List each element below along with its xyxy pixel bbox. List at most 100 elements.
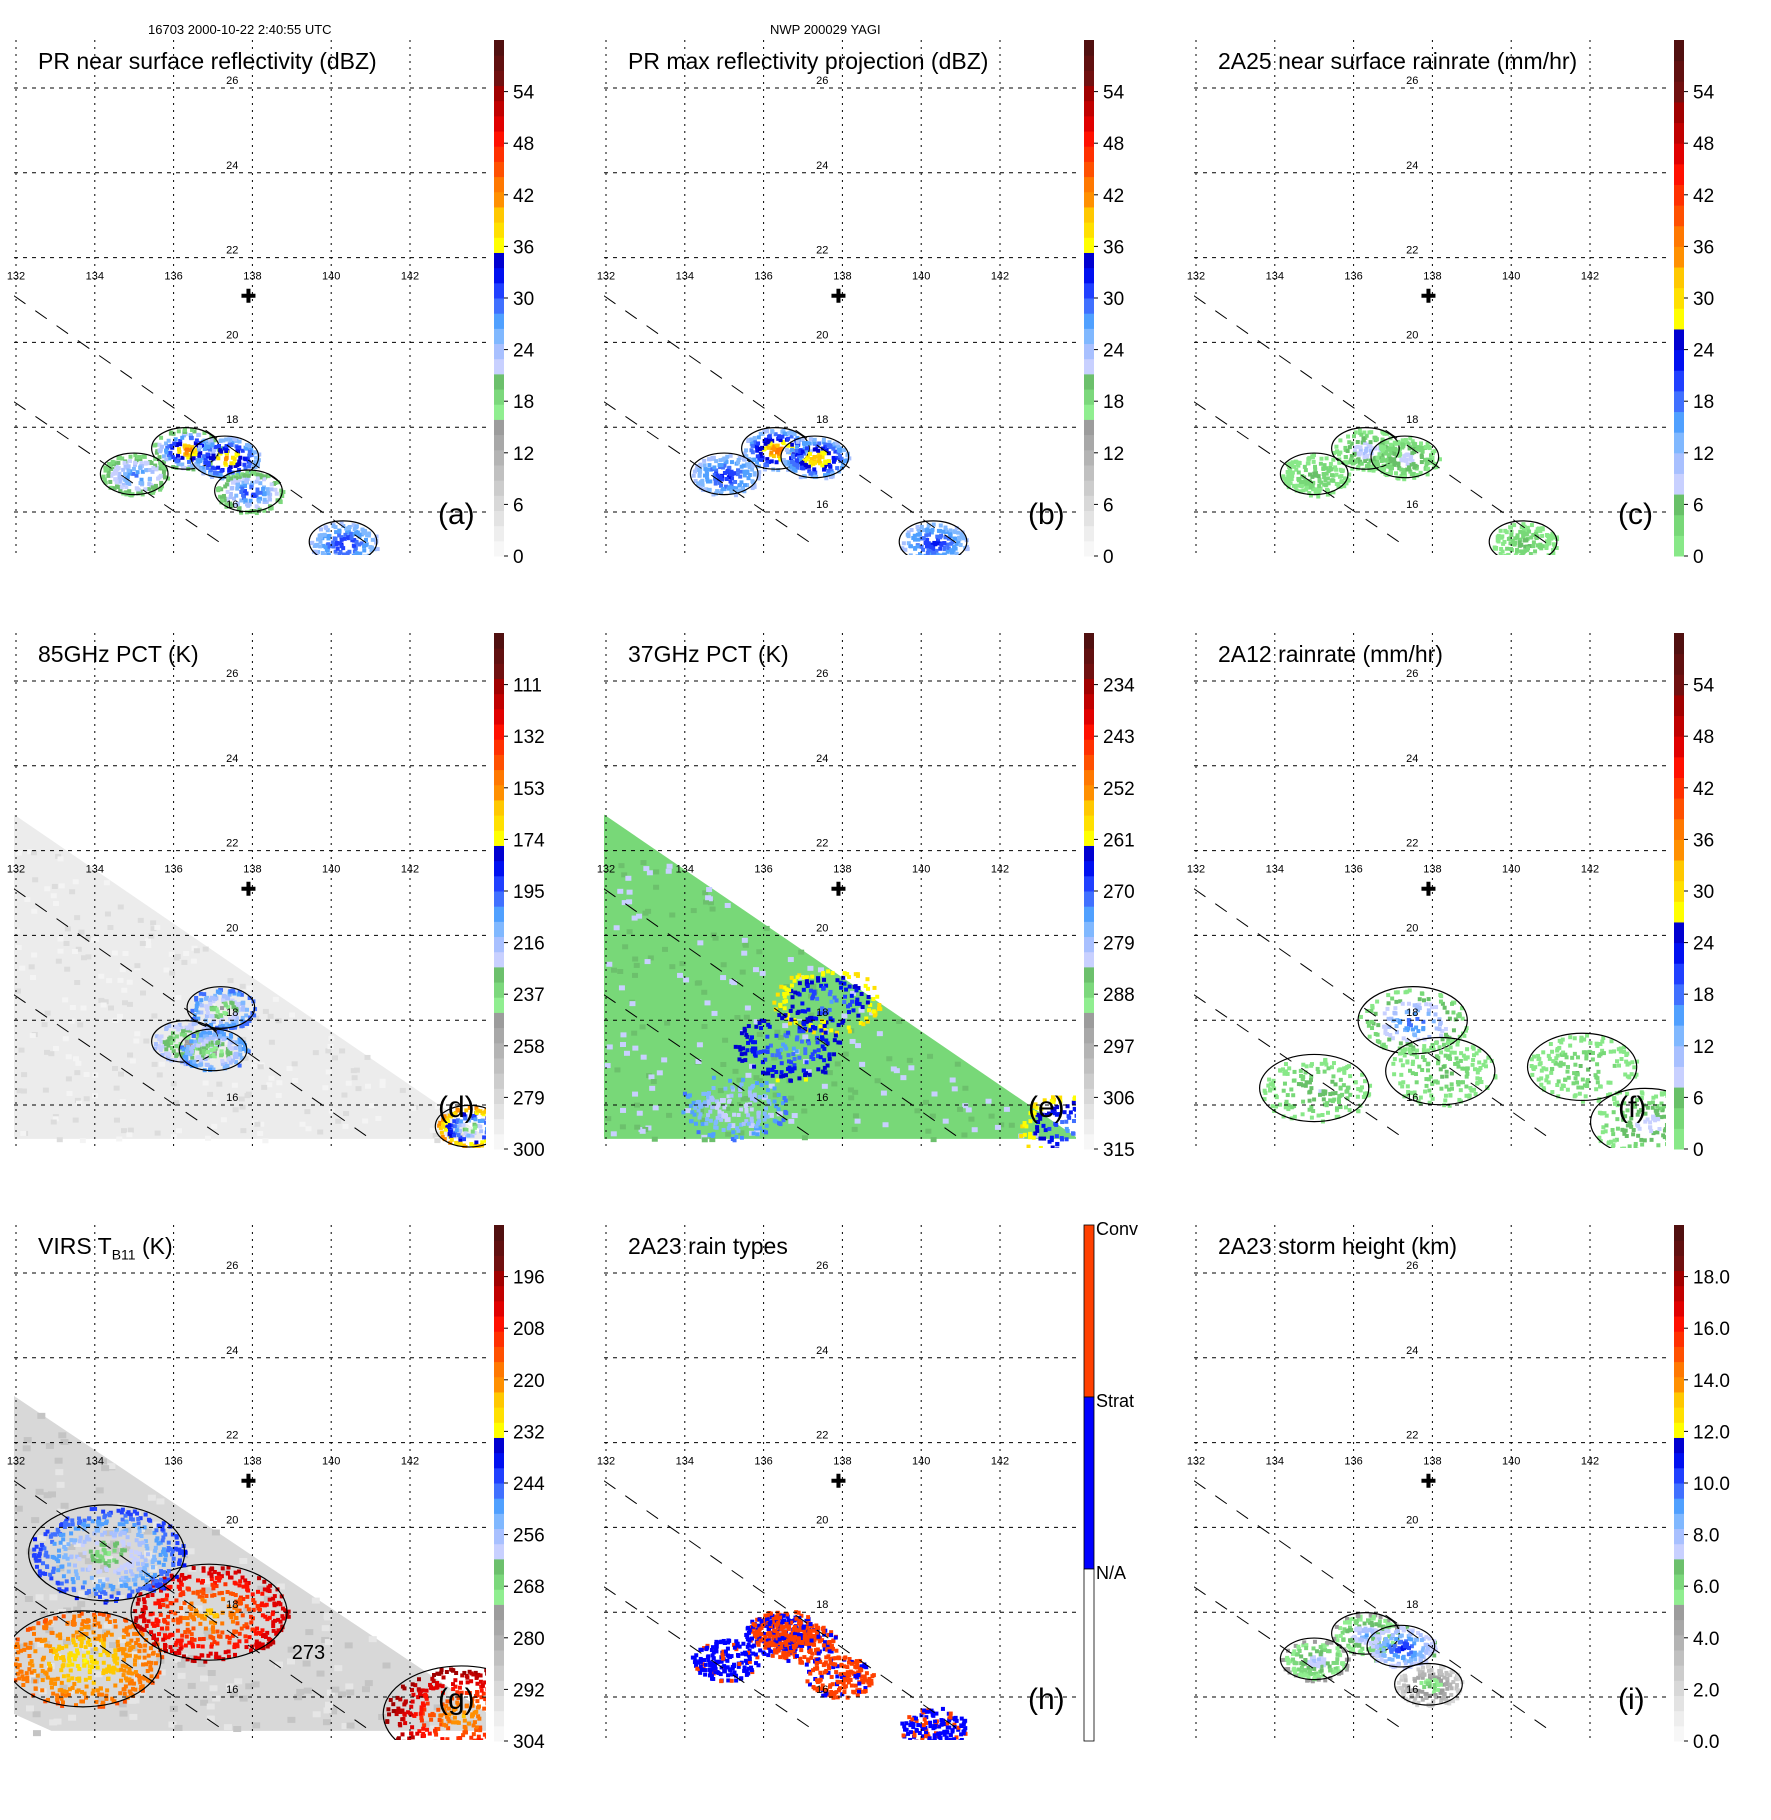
data-pixel [751, 1046, 755, 1050]
data-pixel [912, 556, 916, 560]
data-pixel [939, 523, 943, 527]
data-pixel [957, 537, 961, 541]
data-pixel [751, 450, 755, 454]
data-pixel [820, 1035, 824, 1039]
data-pixel [818, 1024, 822, 1028]
data-pixel [348, 525, 352, 529]
data-pixel [487, 1127, 491, 1131]
data-pixel [928, 556, 932, 560]
data-pixel [224, 457, 228, 461]
data-pixel [1443, 1098, 1447, 1102]
data-pixel [1404, 453, 1408, 457]
data-pixel [1334, 1091, 1338, 1095]
data-pixel [780, 1016, 784, 1020]
data-pixel [183, 428, 187, 432]
data-pixel [1047, 1127, 1051, 1131]
data-pixel [737, 484, 741, 488]
data-pixel [190, 1027, 194, 1031]
swath-pixel [900, 1075, 906, 1080]
data-pixel [455, 1128, 459, 1132]
data-pixel [241, 1008, 245, 1012]
panel-title-text: 85GHz PCT (K) [38, 641, 199, 667]
colorbar-tick-label: 270 [1103, 882, 1135, 903]
data-pixel [1452, 1028, 1456, 1032]
data-pixel [1070, 1157, 1074, 1161]
swath-pixel [859, 1062, 865, 1067]
data-pixel [827, 443, 831, 447]
data-pixel [1407, 1002, 1411, 1006]
swath-pixel [607, 1044, 613, 1049]
swath-pixel [175, 995, 181, 1000]
colorbar-segment [1084, 921, 1094, 937]
data-pixel [1410, 451, 1414, 455]
swath-pixel [121, 988, 127, 993]
colorbar-segment [1674, 205, 1684, 226]
data-pixel [1547, 554, 1551, 558]
data-pixel [843, 459, 847, 463]
colorbar-segment [1084, 982, 1094, 998]
data-pixel [1388, 1033, 1392, 1037]
data-pixel [266, 487, 270, 491]
data-pixel [802, 988, 806, 992]
lon-tick-label: 132 [1187, 271, 1205, 283]
data-pixel [1305, 1064, 1309, 1068]
colorbar-segment [494, 845, 504, 861]
data-pixel [877, 1003, 881, 1007]
data-pixel [128, 459, 132, 463]
data-pixel [1349, 457, 1353, 461]
swath-pixel [634, 1125, 640, 1130]
data-pixel [688, 1093, 692, 1097]
data-pixel [744, 448, 748, 452]
data-pixel [726, 1107, 730, 1111]
swath-pixel [986, 1099, 992, 1104]
data-pixel [808, 1073, 812, 1077]
swath-pixel [246, 985, 252, 990]
data-pixel [362, 556, 366, 560]
data-pixel [342, 552, 346, 556]
data-pixel [158, 449, 162, 453]
swath-pixel [66, 1076, 72, 1081]
data-pixel [116, 461, 120, 465]
data-pixel [1023, 1123, 1027, 1127]
data-pixel [690, 1119, 694, 1123]
data-pixel [808, 1028, 812, 1032]
data-pixel [740, 1059, 744, 1063]
data-pixel [1344, 1090, 1348, 1094]
data-pixel [1507, 560, 1511, 564]
data-pixel [1501, 542, 1505, 546]
data-pixel [153, 443, 157, 447]
data-pixel [177, 429, 181, 433]
colorbar-segment [1084, 116, 1094, 132]
data-pixel [1599, 1085, 1603, 1089]
data-pixel [1356, 440, 1360, 444]
data-pixel [810, 975, 814, 979]
data-pixel [783, 1044, 787, 1048]
storm-center-icon [241, 882, 255, 896]
swath-pixel [127, 1052, 133, 1057]
colorbar-segment [494, 861, 504, 877]
swath-pixel [706, 887, 712, 892]
data-pixel [172, 442, 176, 446]
data-pixel [1401, 1051, 1405, 1055]
data-pixel [1326, 476, 1330, 480]
data-pixel [1308, 1099, 1312, 1103]
data-pixel [846, 1004, 850, 1008]
data-pixel [1515, 548, 1519, 552]
data-pixel [837, 1023, 841, 1027]
data-pixel [747, 1024, 751, 1028]
data-pixel [244, 1013, 248, 1017]
colorbar-segment [494, 633, 504, 649]
data-pixel [247, 464, 251, 468]
swath-pixel [59, 883, 65, 888]
data-pixel [1536, 1057, 1540, 1061]
data-pixel [238, 456, 242, 460]
colorbar-segment [1674, 308, 1684, 329]
swath-pixel [782, 1023, 788, 1028]
swath-pixel [342, 1124, 348, 1129]
colorbar-segment [1084, 648, 1094, 664]
colorbar-segment [1084, 495, 1094, 511]
swath-pixel [29, 964, 35, 969]
swath-pixel [14, 929, 20, 934]
data-pixel [1116, 1125, 1120, 1129]
data-pixel [1376, 463, 1380, 467]
